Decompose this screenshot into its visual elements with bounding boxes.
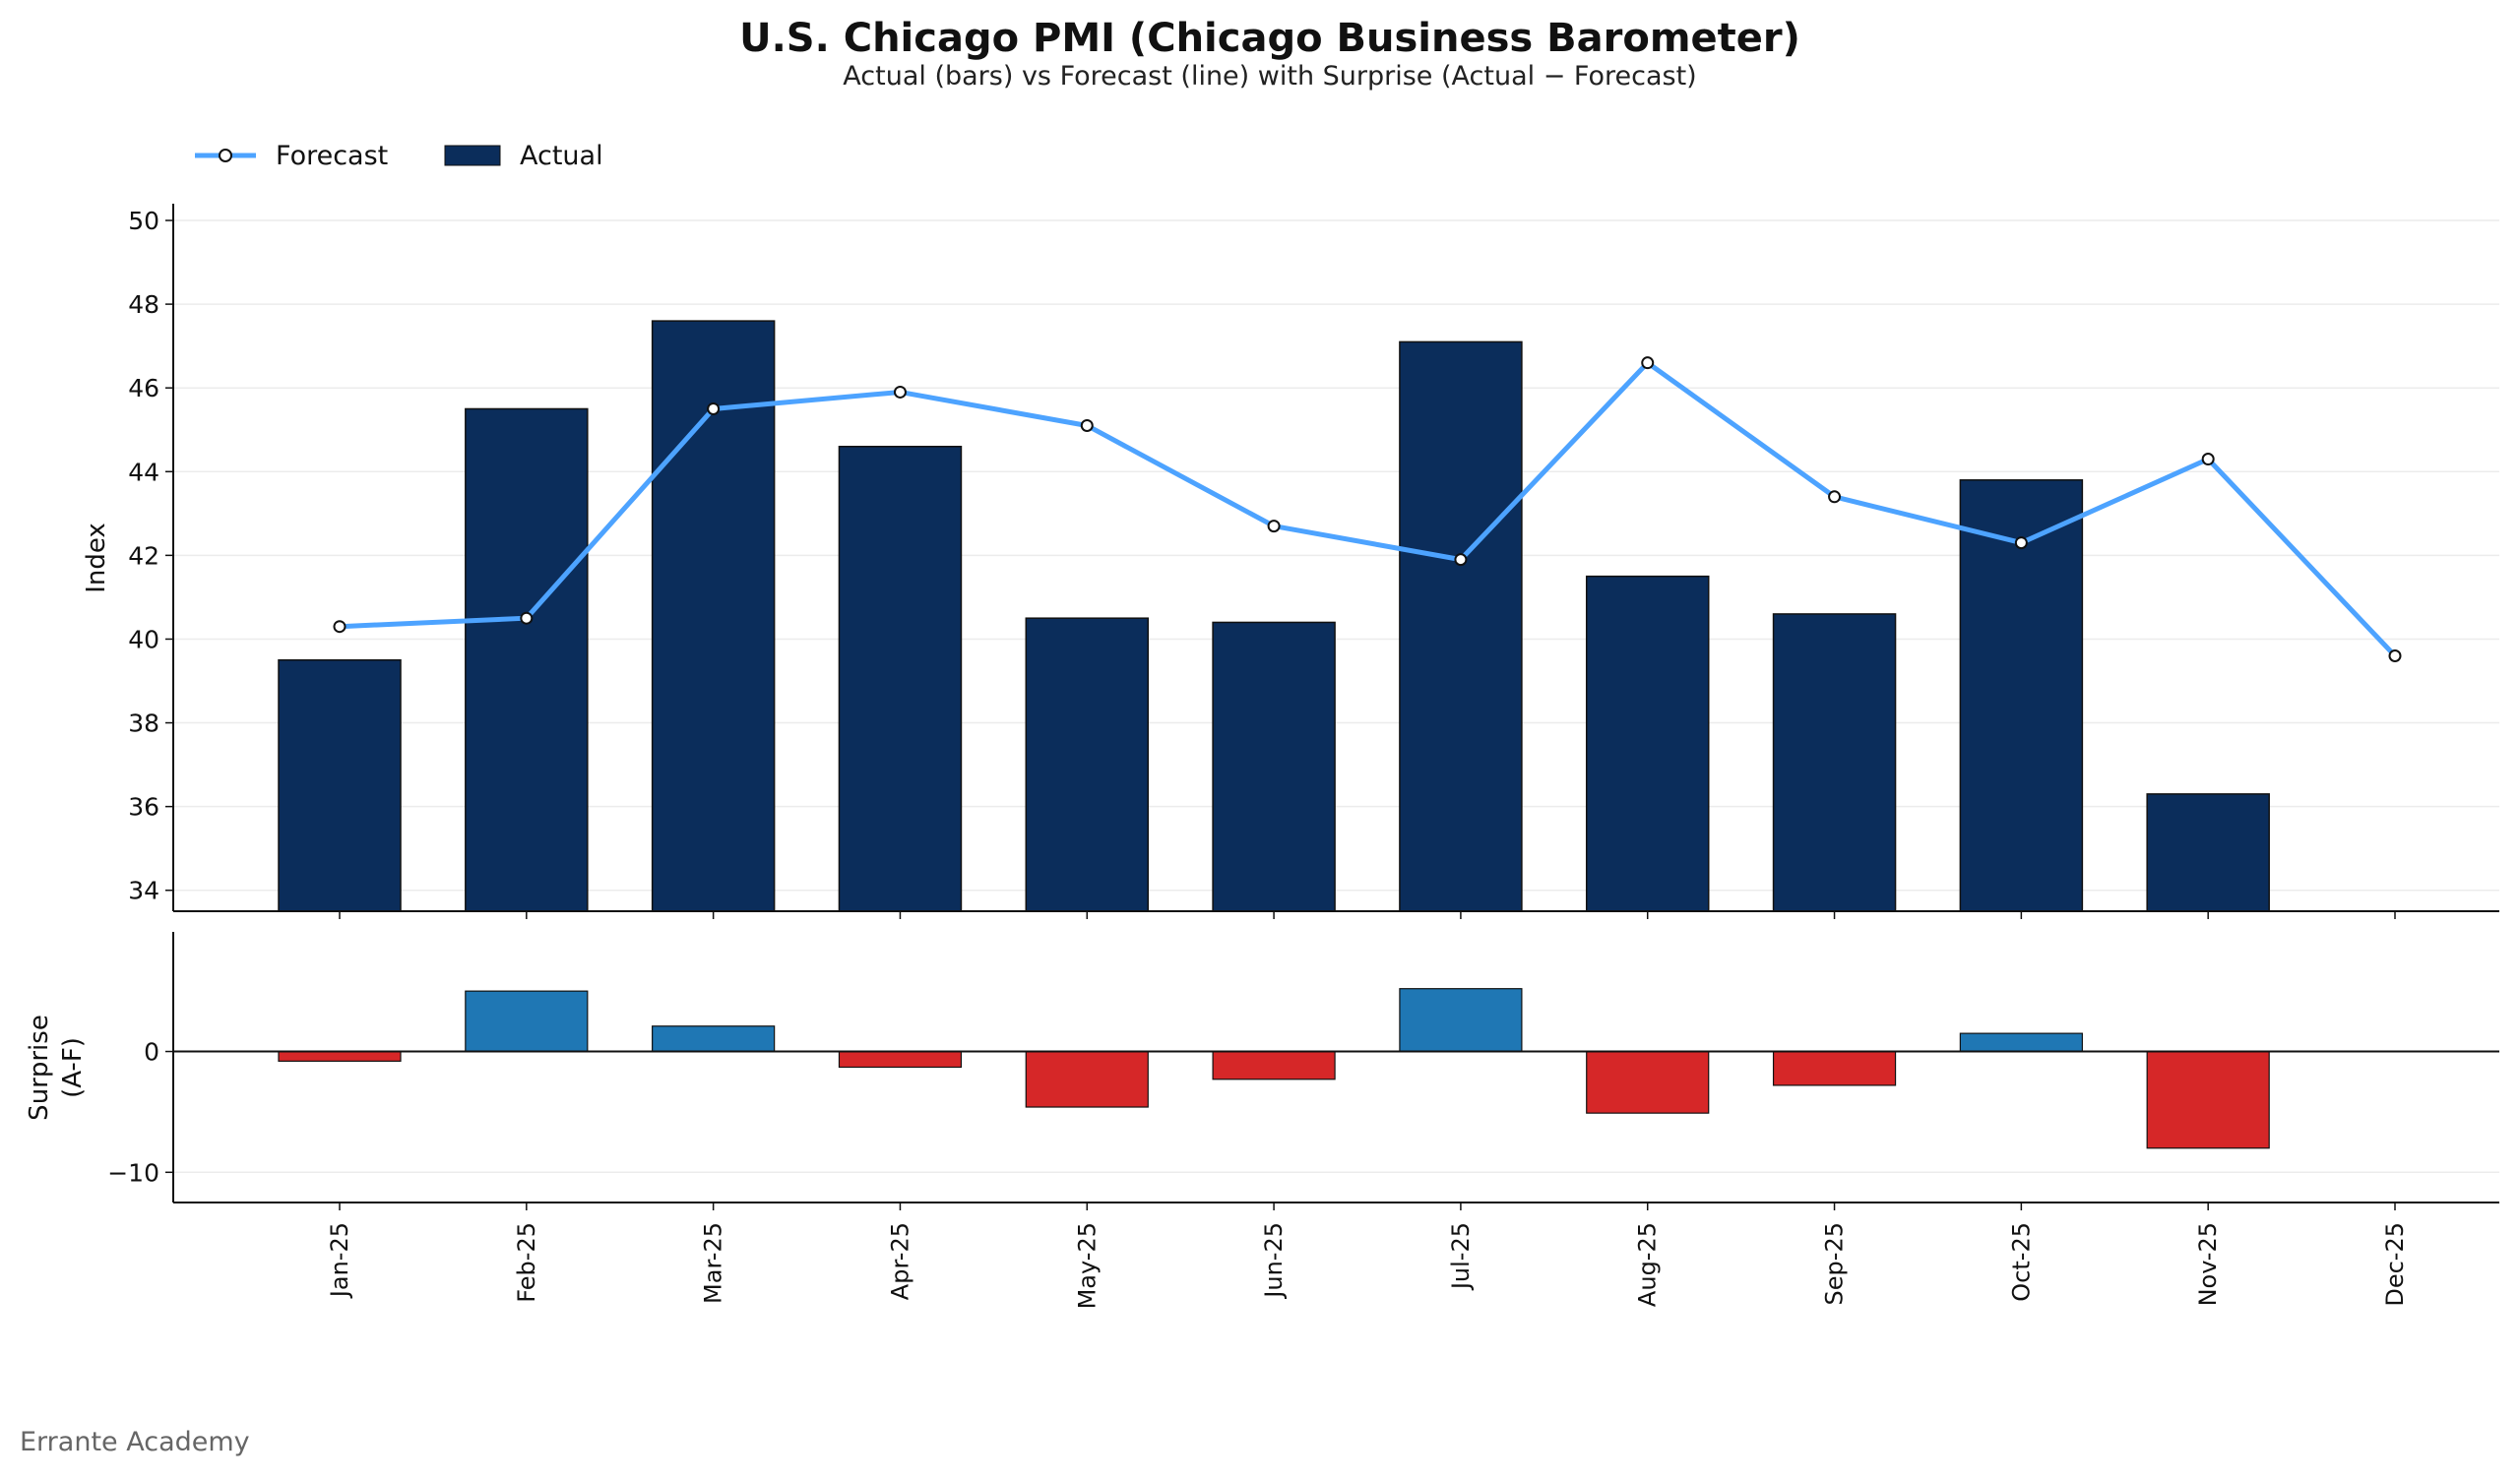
surprise-bar-Oct-25 [1959,1032,2083,1053]
y-tick-label: 36 [128,793,159,822]
x-tick-label: Dec-25 [2381,1222,2409,1307]
legend-forecast-label: Forecast [276,141,388,171]
main-plot: 34 36 38 40 42 44 46 48 50 [128,204,2499,919]
y-tick-label: 44 [128,458,159,486]
forecast-point-Nov-25 [2201,453,2215,466]
forecast-point-Aug-25 [1641,356,1655,370]
surprise-y-tick-label: −10 [107,1158,159,1187]
x-tick-label: Jan-25 [326,1222,353,1299]
forecast-point-Mar-25 [707,401,721,415]
x-tick-label: Sep-25 [1821,1222,1849,1305]
forecast-line [339,360,2397,658]
y-tick-label: 38 [128,709,159,738]
x-tick-label: Aug-25 [1634,1222,1662,1307]
y-axis-label: Index [82,523,111,593]
surprise-bar-Apr-25 [838,1050,963,1069]
forecast-point-Apr-25 [893,385,907,399]
surprise-axis-label-line2: (A-F) [58,1037,88,1098]
surprise-bar-Jun-25 [1212,1050,1336,1080]
surprise-bar-Jul-25 [1399,988,1523,1053]
surprise-bar-Mar-25 [652,1025,776,1053]
actual-bar-Aug-25 [1585,575,1710,912]
actual-bar-Oct-25 [1959,479,2084,912]
x-tick-label: Jun-25 [1260,1222,1288,1300]
forecast-point-Sep-25 [1828,490,1842,504]
forecast-point-May-25 [1080,418,1094,432]
actual-bar-May-25 [1025,617,1150,912]
y-tick-label: 40 [128,625,159,653]
forecast-point-Oct-25 [2014,536,2028,550]
x-tick-label: Oct-25 [2007,1222,2035,1302]
actual-bar-Jul-25 [1399,340,1523,912]
surprise-axis-label-line1: Surprise [25,1015,54,1121]
surprise-y-tick-label: 0 [144,1038,159,1067]
surprise-bar-Aug-25 [1586,1050,1710,1114]
actual-bar-Apr-25 [838,446,963,912]
y-tick-label: 46 [128,374,159,402]
y-tick-label: 50 [128,207,159,235]
forecast-point-Jan-25 [333,620,346,634]
forecast-point-Dec-25 [2388,648,2402,662]
actual-bar-Feb-25 [465,407,589,912]
x-tick-label: Feb-25 [513,1222,540,1303]
y-tick-label: 48 [128,290,159,319]
legend-forecast-marker [219,149,232,162]
legend: Forecast Actual [195,141,603,171]
surprise-plot: −10 0 Jan-25 Feb-25 Mar-25 Apr-25 May-25 Jun-25… [107,932,2499,1309]
surprise-bar-Sep-25 [1772,1050,1897,1086]
forecast-point-Feb-25 [520,611,534,625]
chart-subtitle: Actual (bars) vs Forecast (line) with Su… [843,61,1696,92]
actual-bar-Sep-25 [1772,613,1897,912]
surprise-bar-Jan-25 [278,1050,402,1062]
x-tick-label: Jul-25 [1447,1222,1475,1291]
legend-actual-swatch [444,145,501,166]
x-tick-label: Nov-25 [2194,1222,2222,1306]
surprise-bar-May-25 [1025,1050,1149,1108]
surprise-bar-Feb-25 [465,990,589,1053]
legend-actual-label: Actual [520,141,603,171]
chart-title: U.S. Chicago PMI (Chicago Business Barom… [739,16,1800,61]
x-tick-label: Apr-25 [886,1222,914,1300]
forecast-point-Jul-25 [1454,553,1468,567]
actual-bar-Jan-25 [278,658,402,912]
forecast-point-Jun-25 [1267,520,1281,533]
footer-brand: Errante Academy [20,1427,250,1457]
x-tick-label: Mar-25 [700,1222,727,1304]
actual-bar-Jun-25 [1212,621,1336,912]
x-tick-label: May-25 [1073,1222,1101,1309]
actual-bar-Mar-25 [651,320,776,912]
y-tick-label: 42 [128,541,159,570]
actual-bar-Nov-25 [2146,793,2270,912]
surprise-bar-Nov-25 [2146,1050,2270,1149]
y-tick-label: 34 [128,877,159,905]
